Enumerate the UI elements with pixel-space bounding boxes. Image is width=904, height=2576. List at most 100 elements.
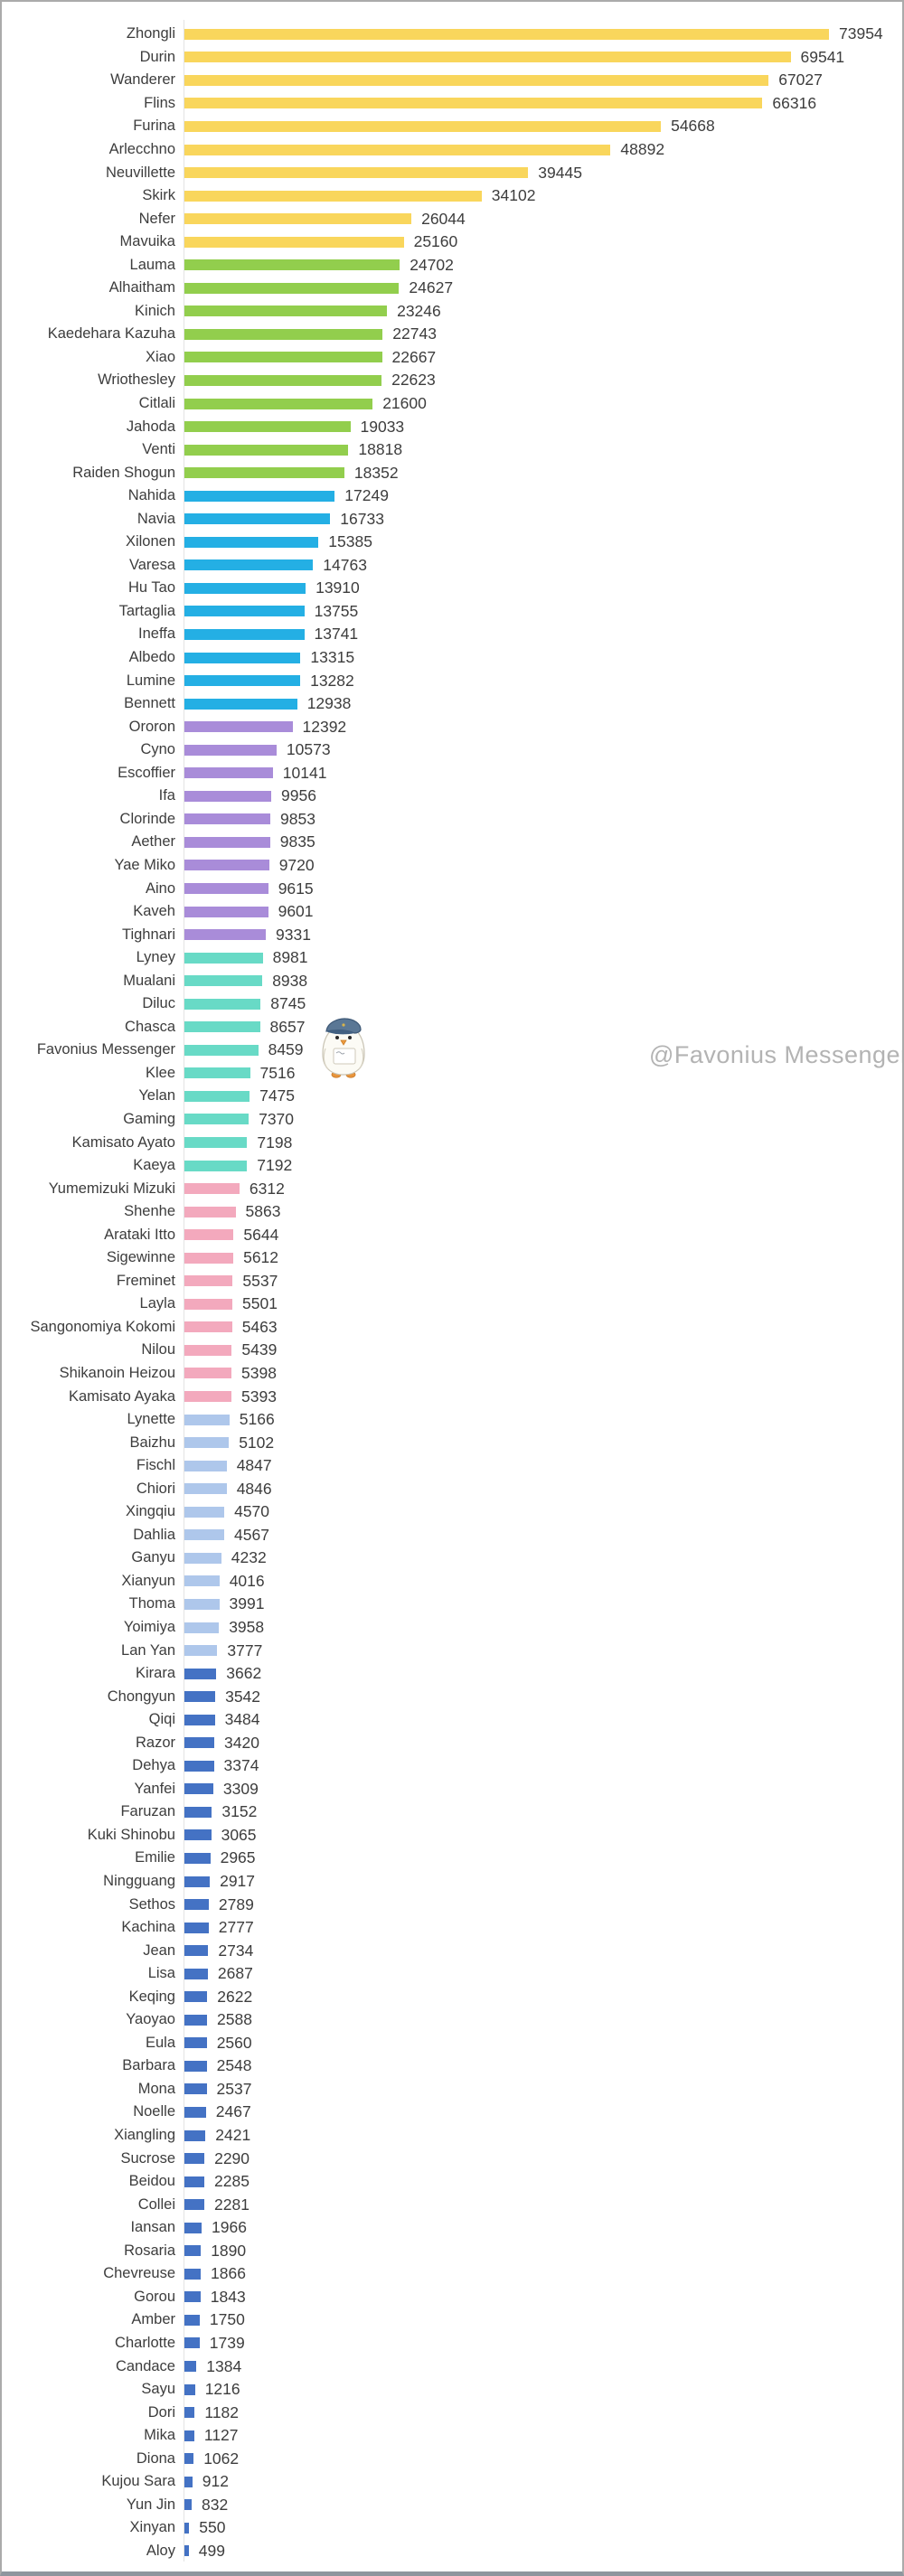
value-label: 9720	[278, 855, 315, 874]
bar-row: Razor 3420	[2, 1731, 902, 1754]
bar	[184, 1852, 211, 1864]
bar-row: Gaming 7370	[2, 1108, 902, 1132]
bar	[184, 1922, 209, 1933]
category-label: Kinich	[135, 302, 175, 319]
category-label: Razor	[135, 1734, 175, 1751]
favonius-messenger-bird-icon	[322, 1018, 365, 1078]
bar	[184, 836, 270, 848]
bar-row: Xinyan 550	[2, 2516, 902, 2540]
value-label: 4016	[229, 1571, 265, 1590]
bar-row: Lumine 13282	[2, 669, 902, 692]
bar	[184, 1368, 231, 1379]
bar	[184, 1691, 216, 1703]
bar-row: Jean 2734	[2, 1939, 902, 1962]
bar	[184, 306, 388, 317]
bar	[184, 2361, 197, 2372]
category-label: Ganyu	[131, 1549, 175, 1566]
bar-row: Yumemizuki Mizuki 6312	[2, 1177, 902, 1200]
category-label: Ineffa	[138, 625, 175, 643]
bar-row: Xianyun 4016	[2, 1570, 902, 1594]
bar-row: Xiao 22667	[2, 346, 902, 370]
bar	[184, 1575, 220, 1587]
value-label: 13282	[310, 671, 354, 690]
value-label: 66316	[772, 93, 817, 112]
value-label: 21600	[382, 394, 427, 413]
bar-row: Venti 18818	[2, 438, 902, 462]
bar	[184, 490, 335, 502]
value-label: 4846	[236, 1479, 272, 1498]
value-label: 1750	[209, 2310, 245, 2329]
bar-row: Xilonen 15385	[2, 531, 902, 554]
category-label: Iansan	[130, 2219, 175, 2236]
bar-row: Lynette 5166	[2, 1408, 902, 1432]
category-label: Tartaglia	[118, 602, 175, 619]
category-label: Eula	[145, 2034, 175, 2051]
bar-row: Charlotte 1739	[2, 2332, 902, 2355]
bar-row: Aether 9835	[2, 831, 902, 854]
value-label: 8981	[272, 948, 308, 967]
bar	[184, 236, 404, 248]
bar-row: Jahoda 19033	[2, 415, 902, 438]
value-label: 48892	[620, 140, 665, 158]
value-label: 9615	[278, 879, 314, 898]
value-label: 2285	[214, 2172, 250, 2191]
bar-row: Rosaria 1890	[2, 2240, 902, 2263]
bar	[184, 559, 314, 571]
bar-row: Klee 7516	[2, 1062, 902, 1086]
bar	[184, 2453, 194, 2465]
bar	[184, 1876, 211, 1887]
bar	[184, 1645, 218, 1657]
bar-row: Kuki Shinobu 3065	[2, 1824, 902, 1847]
category-label: Kuki Shinobu	[87, 1826, 175, 1843]
bar	[184, 374, 382, 386]
value-label: 8745	[270, 994, 306, 1013]
bar	[184, 1829, 212, 1841]
category-label: Dahlia	[133, 1526, 175, 1543]
bar-row: Bennett 12938	[2, 692, 902, 716]
bar	[184, 52, 791, 63]
value-label: 16733	[340, 509, 384, 528]
bar-row: Candace 1384	[2, 2355, 902, 2378]
value-label: 3542	[225, 1687, 261, 1706]
category-label: Mavuika	[119, 233, 175, 250]
bar-row: Aloy 499	[2, 2540, 902, 2563]
bar	[184, 790, 271, 802]
category-label: Xianyun	[121, 1572, 175, 1589]
bar	[184, 2314, 200, 2326]
bar-row: Lan Yan 3777	[2, 1639, 902, 1662]
value-label: 1866	[211, 2264, 246, 2283]
bar-row: Sangonomiya Kokomi 5463	[2, 1316, 902, 1340]
value-label: 14763	[323, 555, 367, 574]
category-label: Navia	[137, 510, 175, 527]
value-label: 54668	[671, 117, 715, 136]
bar	[184, 2291, 201, 2303]
category-label: Kirara	[135, 1665, 175, 1682]
category-label: Diona	[136, 2449, 175, 2467]
category-label: Diluc	[142, 995, 175, 1012]
value-label: 3484	[224, 1710, 260, 1729]
bar	[184, 1275, 233, 1287]
category-label: Kaeya	[133, 1157, 175, 1174]
value-label: 2687	[217, 1964, 253, 1983]
bar-row: Kaeya 7192	[2, 1154, 902, 1178]
value-label: 10141	[282, 763, 327, 782]
category-label: Fischl	[136, 1457, 175, 1474]
bar-row: Raiden Shogun 18352	[2, 461, 902, 484]
bar-row: Keqing 2622	[2, 1985, 902, 2008]
bar	[184, 952, 263, 964]
bar-row: Aino 9615	[2, 877, 902, 900]
value-label: 39445	[538, 163, 582, 182]
value-label: 5439	[241, 1340, 278, 1359]
value-label: 73954	[839, 24, 883, 43]
bar	[184, 1945, 209, 1957]
value-label: 12392	[302, 717, 347, 736]
value-label: 4847	[236, 1456, 272, 1475]
category-label: Xinyan	[129, 2519, 175, 2536]
bar-row: Chevreuse 1866	[2, 2262, 902, 2286]
bar-row: Citlali 21600	[2, 392, 902, 416]
bar	[184, 190, 482, 202]
bar-row: Dori 1182	[2, 2401, 902, 2424]
bar	[184, 652, 301, 663]
bar-row: Chongyun 3542	[2, 1685, 902, 1708]
